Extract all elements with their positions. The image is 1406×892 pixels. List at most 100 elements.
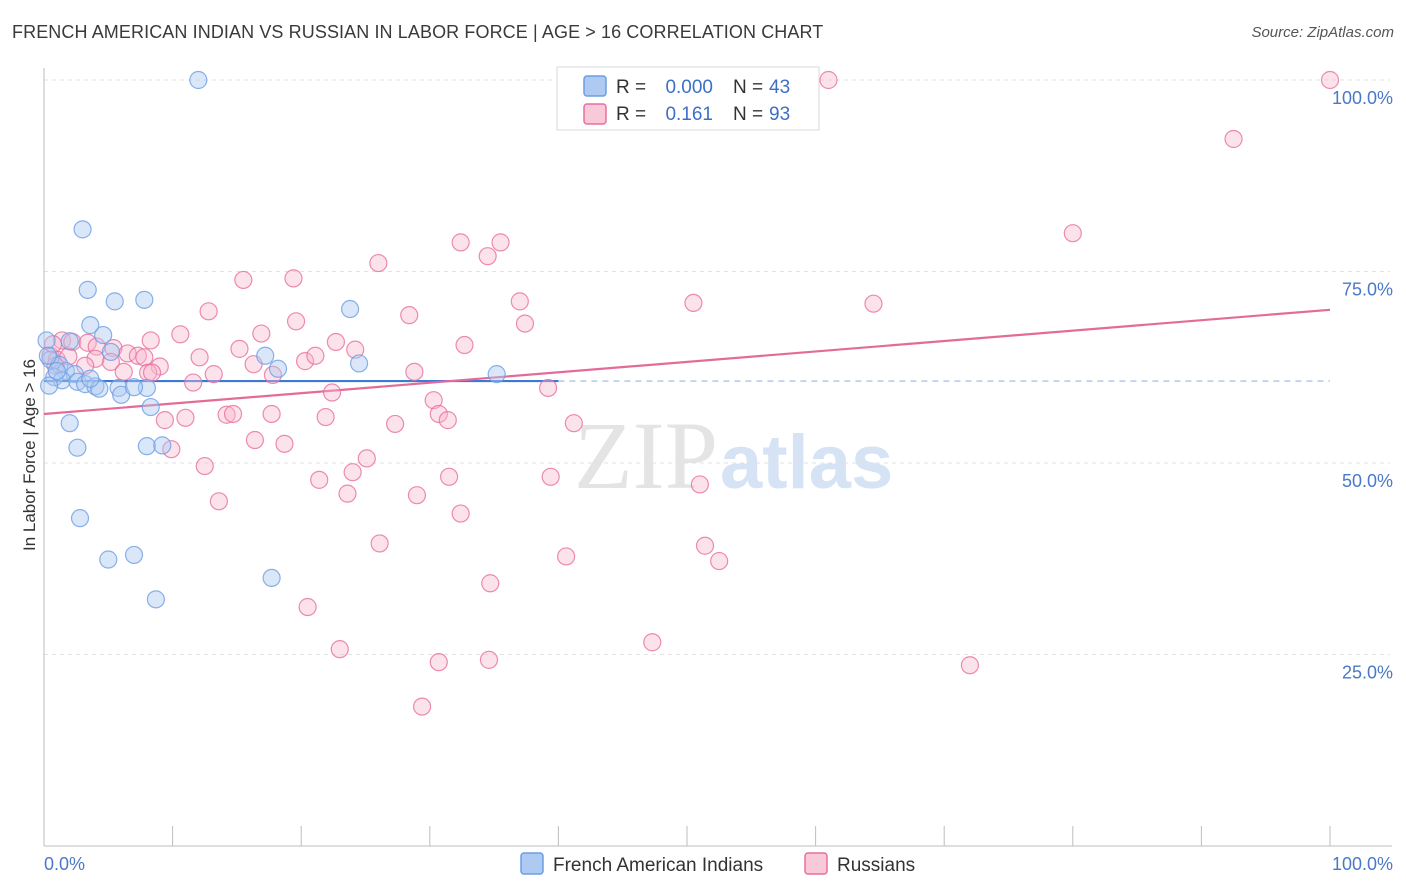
russian-point-8 <box>369 253 388 273</box>
russian-point-74 <box>690 475 709 494</box>
legend-r-value-french: 0.000 <box>665 77 713 98</box>
series-legend: French American Indians Russians <box>520 852 915 876</box>
french-point-8 <box>37 331 56 350</box>
russian-point-55 <box>155 411 174 430</box>
legend-r-value-russians: 0.161 <box>665 104 713 125</box>
series-french-american-indians <box>37 70 506 609</box>
russian-point-59 <box>262 404 281 424</box>
russian-point-18 <box>171 325 190 344</box>
french-point-40 <box>81 369 100 388</box>
russian-point-5 <box>451 233 470 252</box>
french-point-26 <box>90 379 109 398</box>
x-tick-label-max: 100.0% <box>1332 854 1393 874</box>
russian-point-53 <box>539 378 558 398</box>
french-point-39 <box>47 361 66 381</box>
russian-point-9 <box>284 269 303 288</box>
russian-point-33 <box>190 348 209 367</box>
french-point-38 <box>38 346 57 365</box>
russian-point-1 <box>819 70 838 90</box>
data-points <box>37 70 1340 716</box>
y-tick-label-50: 50.0% <box>1342 471 1393 491</box>
russian-point-75 <box>338 484 357 503</box>
russian-point-50 <box>142 363 162 382</box>
legend-n-label-russians: N = <box>733 104 763 125</box>
russian-point-85 <box>643 633 662 652</box>
russian-point-72 <box>541 467 560 486</box>
legend-swatch-french <box>583 75 607 97</box>
russian-point-22 <box>455 335 474 355</box>
french-point-5 <box>340 299 360 319</box>
bottom-legend-swatch-french <box>520 852 544 875</box>
russian-point-51 <box>184 373 203 392</box>
russian-point-21 <box>326 332 346 352</box>
bottom-legend-label-russians: Russians <box>837 855 915 876</box>
russian-point-36 <box>101 352 120 371</box>
russian-point-40 <box>86 349 105 368</box>
russian-point-70 <box>343 463 362 482</box>
russian-point-48 <box>114 362 133 381</box>
french-point-2 <box>78 280 97 299</box>
russian-point-82 <box>710 551 729 571</box>
french-point-10 <box>256 346 275 365</box>
french-point-17 <box>487 365 506 384</box>
y-axis-label: In Labor Force | Age > 16 <box>20 359 39 551</box>
trend-lines <box>43 308 1331 416</box>
legend-r-label-russians: R = <box>616 104 646 125</box>
russian-point-90 <box>412 697 432 716</box>
french-point-29 <box>60 414 79 433</box>
french-point-36 <box>262 568 281 588</box>
russian-point-68 <box>357 449 376 468</box>
russian-point-7 <box>478 247 497 266</box>
x-tick-labels: 0.0% 100.0% <box>44 854 1393 874</box>
russian-point-79 <box>370 534 389 553</box>
russian-point-69 <box>195 456 214 476</box>
russian-point-19 <box>252 324 271 343</box>
legend-n-value-french: 43 <box>769 77 790 98</box>
russian-point-83 <box>481 574 500 593</box>
y-tick-label-25: 25.0% <box>1342 663 1393 683</box>
french-point-35 <box>99 550 118 569</box>
russian-point-86 <box>330 640 349 659</box>
legend-n-value-russians: 93 <box>769 104 790 125</box>
russian-point-64 <box>564 414 583 433</box>
russian-point-17 <box>515 314 535 333</box>
russian-point-35 <box>306 346 325 365</box>
legend-n-label-french: N = <box>733 77 763 98</box>
legend-swatch-russians <box>583 103 607 125</box>
axes <box>43 68 1392 847</box>
y-tick-label-100: 100.0% <box>1332 88 1393 108</box>
french-point-32 <box>153 436 172 455</box>
russian-point-31 <box>128 346 147 365</box>
russian-point-71 <box>439 467 459 486</box>
russian-point-60 <box>316 407 335 427</box>
french-point-0 <box>189 70 208 90</box>
french-point-34 <box>124 545 144 565</box>
source-label: Source: ZipAtlas.com <box>1251 24 1394 41</box>
russian-point-4 <box>1063 224 1082 243</box>
russian-point-13 <box>864 294 883 313</box>
french-point-3 <box>105 292 124 311</box>
trend-line-russians <box>43 308 1331 416</box>
french-point-1 <box>73 220 92 239</box>
french-point-28 <box>141 397 160 417</box>
watermark-zip: ZIP <box>574 402 718 509</box>
russian-point-73 <box>310 470 329 489</box>
legend-r-label-french: R = <box>616 77 646 98</box>
russian-point-20 <box>141 331 160 350</box>
russian-point-11 <box>510 292 529 311</box>
russian-point-66 <box>275 434 294 453</box>
bottom-legend-swatch-russians <box>804 852 828 875</box>
chart-title: FRENCH AMERICAN INDIAN VS RUSSIAN IN LAB… <box>12 22 824 42</box>
stats-legend: R = 0.000 N = 43 R = 0.161 N = 93 <box>556 66 820 131</box>
russian-point-88 <box>479 650 499 669</box>
russian-point-45 <box>204 365 223 384</box>
russian-point-65 <box>245 430 265 450</box>
russian-point-81 <box>557 547 576 566</box>
russian-point-25 <box>78 333 97 352</box>
russian-point-62 <box>385 414 405 434</box>
russian-point-15 <box>400 306 419 325</box>
french-point-37 <box>146 590 165 609</box>
russian-point-84 <box>298 597 317 617</box>
russian-point-61 <box>429 404 448 424</box>
french-point-24 <box>137 378 156 398</box>
